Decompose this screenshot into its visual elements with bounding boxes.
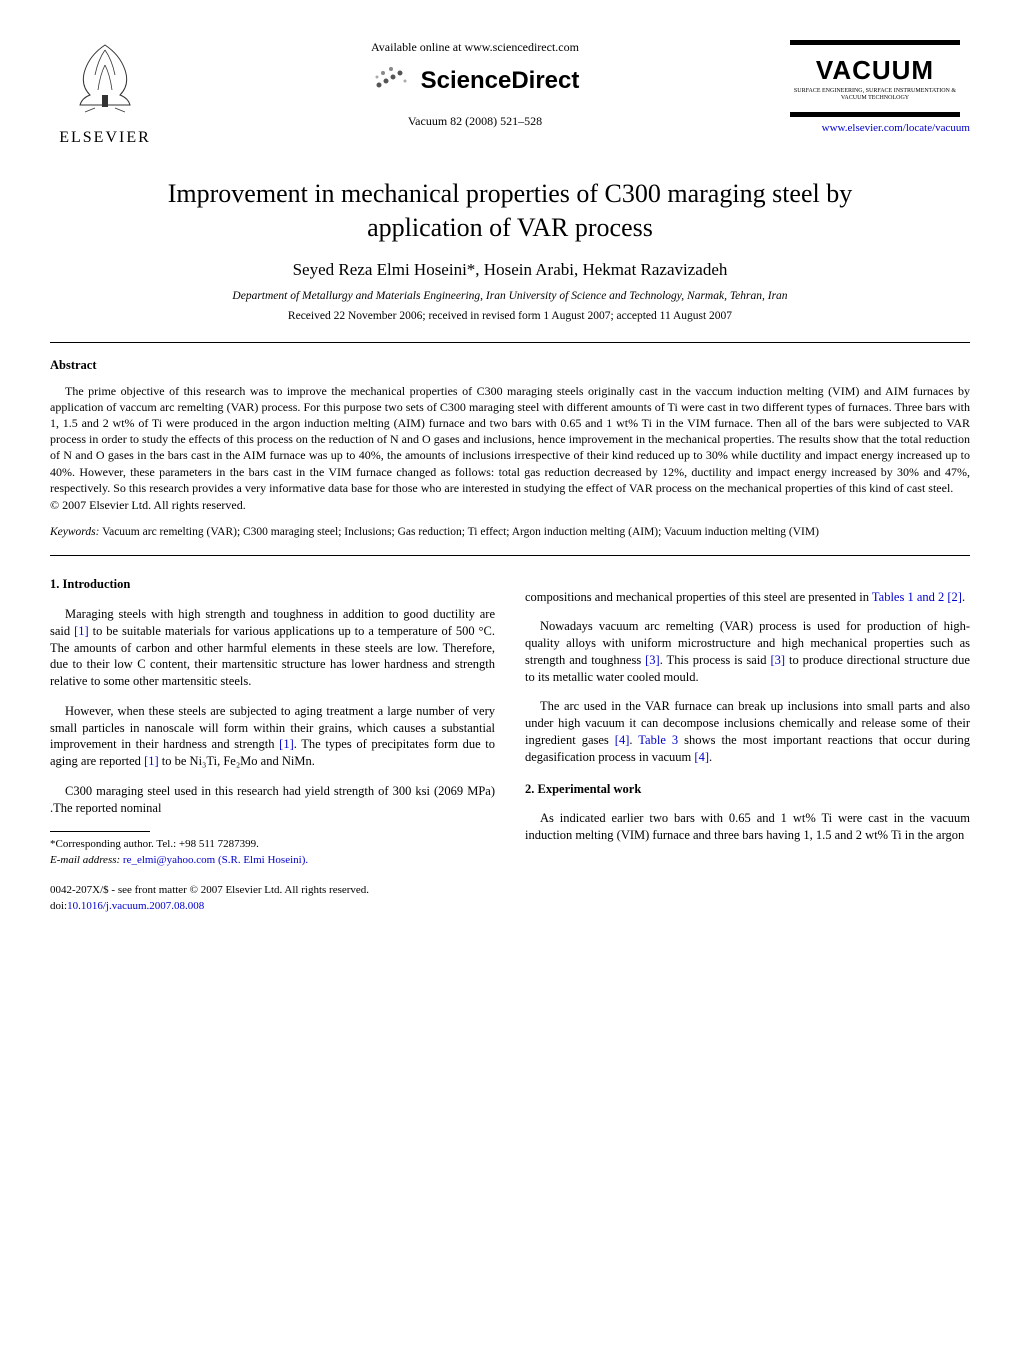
section-heading-experimental: 2. Experimental work: [525, 781, 970, 798]
email-row: E-mail address: re_elmi@yahoo.com (S.R. …: [50, 853, 495, 868]
article-dates: Received 22 November 2006; received in r…: [50, 310, 970, 322]
front-matter: 0042-207X/$ - see front matter © 2007 El…: [50, 883, 495, 898]
col2-paragraph-2: Nowadays vacuum arc remelting (VAR) proc…: [525, 618, 970, 686]
keywords-text: Vacuum arc remelting (VAR); C300 maragin…: [99, 526, 819, 538]
corresponding-tel: *Corresponding author. Tel.: +98 511 728…: [50, 837, 495, 852]
intro-paragraph-3: C300 maraging steel used in this researc…: [50, 783, 495, 817]
left-column: 1. Introduction Maraging steels with hig…: [50, 576, 495, 914]
ref-link[interactable]: Tables 1 and 2 [2]: [872, 590, 962, 604]
email-link[interactable]: re_elmi@yahoo.com (S.R. Elmi Hoseini).: [120, 854, 308, 866]
separator: [50, 342, 970, 343]
experimental-paragraph-1: As indicated earlier two bars with 0.65 …: [525, 810, 970, 844]
intro-paragraph-2: However, when these steels are subjected…: [50, 703, 495, 771]
vacuum-subtitle: SURFACE ENGINEERING, SURFACE INSTRUMENTA…: [790, 88, 960, 102]
center-header: Available online at www.sciencedirect.co…: [160, 40, 790, 129]
ref-link[interactable]: [1]: [74, 624, 89, 638]
footer-meta: 0042-207X/$ - see front matter © 2007 El…: [50, 883, 495, 914]
doi-label: doi:: [50, 900, 67, 912]
elsevier-logo: ELSEVIER: [50, 40, 160, 147]
intro-paragraph-1: Maraging steels with high strength and t…: [50, 606, 495, 690]
available-online-text: Available online at www.sciencedirect.co…: [180, 40, 770, 55]
journal-volume: Vacuum 82 (2008) 521–528: [180, 114, 770, 129]
article-title: Improvement in mechanical properties of …: [110, 177, 910, 245]
email-label: E-mail address:: [50, 854, 120, 866]
vacuum-logo: VACUUM SURFACE ENGINEERING, SURFACE INST…: [790, 40, 960, 117]
footnote-separator: [50, 831, 150, 832]
col2-paragraph-1: compositions and mechanical properties o…: [525, 589, 970, 606]
sciencedirect-text: ScienceDirect: [421, 67, 580, 95]
sciencedirect-icon: [371, 63, 411, 99]
doi-link[interactable]: 10.1016/j.vacuum.2007.08.008: [67, 900, 204, 912]
sciencedirect-logo: ScienceDirect: [180, 63, 770, 99]
ref-link[interactable]: Table 3: [638, 733, 678, 747]
corresponding-author-footnote: *Corresponding author. Tel.: +98 511 728…: [50, 837, 495, 868]
journal-url[interactable]: www.elsevier.com/locate/vacuum: [790, 122, 970, 134]
ref-link[interactable]: [1]: [144, 754, 159, 768]
ref-link[interactable]: [3]: [771, 653, 786, 667]
keywords: Keywords: Vacuum arc remelting (VAR); C3…: [50, 525, 970, 541]
authors: Seyed Reza Elmi Hoseini*, Hosein Arabi, …: [50, 260, 970, 280]
keywords-label: Keywords:: [50, 526, 99, 538]
ref-link[interactable]: [3]: [645, 653, 660, 667]
body-columns: 1. Introduction Maraging steels with hig…: [50, 576, 970, 914]
doi-row: doi:10.1016/j.vacuum.2007.08.008: [50, 899, 495, 914]
right-column: compositions and mechanical properties o…: [525, 576, 970, 914]
elsevier-tree-icon: [70, 40, 140, 120]
ref-link[interactable]: [4]: [615, 733, 630, 747]
copyright: © 2007 Elsevier Ltd. All rights reserved…: [50, 498, 970, 513]
affiliation: Department of Metallurgy and Materials E…: [50, 290, 970, 302]
journal-logo-block: VACUUM SURFACE ENGINEERING, SURFACE INST…: [790, 40, 970, 134]
page-header: ELSEVIER Available online at www.science…: [50, 40, 970, 147]
abstract-text: The prime objective of this research was…: [50, 383, 970, 496]
abstract-heading: Abstract: [50, 358, 970, 373]
vacuum-title: VACUUM: [790, 55, 960, 86]
ref-link[interactable]: [4]: [694, 750, 709, 764]
col2-paragraph-3: The arc used in the VAR furnace can brea…: [525, 698, 970, 766]
section-heading-intro: 1. Introduction: [50, 576, 495, 593]
separator: [50, 555, 970, 556]
elsevier-text: ELSEVIER: [50, 129, 160, 147]
ref-link[interactable]: [1]: [279, 737, 294, 751]
